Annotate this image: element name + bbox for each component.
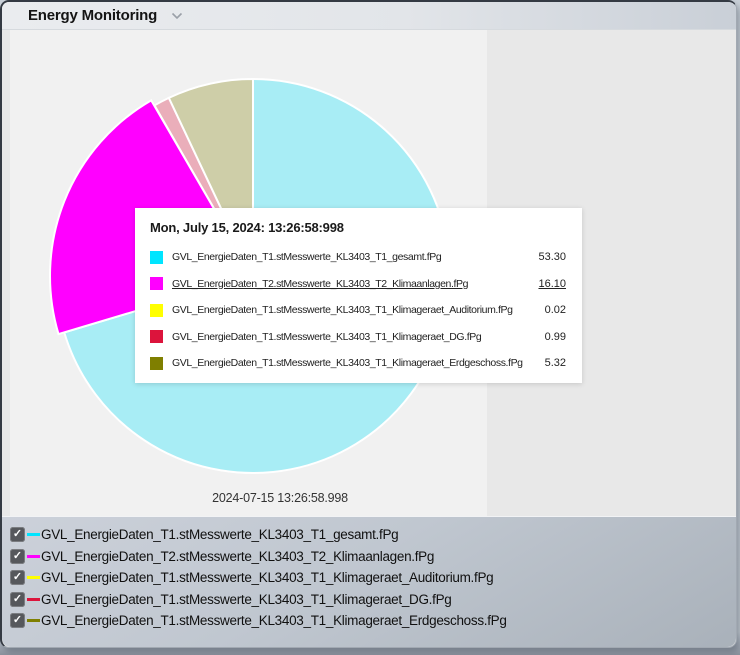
series-label: GVL_EnergieDaten_T2.stMesswerte_KL3403_T… [172, 277, 469, 290]
legend-checkbox[interactable]: ✓ [10, 570, 25, 586]
legend-item-label: GVL_EnergieDaten_T1.stMesswerte_KL3403_T… [41, 591, 452, 607]
legend-item[interactable]: ✓ GVL_EnergieDaten_T1.stMesswerte_KL3403_… [10, 589, 736, 611]
legend-checkbox[interactable]: ✓ [10, 548, 25, 564]
legend-color-dash [27, 576, 40, 580]
series-color-swatch [150, 303, 163, 317]
series-label: GVL_EnergieDaten_T1.stMesswerte_KL3403_T… [172, 330, 482, 343]
legend-item[interactable]: ✓ GVL_EnergieDaten_T1.stMesswerte_KL3403_… [10, 524, 736, 546]
panel-title: Energy Monitoring [28, 7, 158, 24]
series-color-swatch [150, 250, 163, 264]
series-value: 5.32 [544, 357, 566, 369]
legend-color-dash [27, 597, 40, 601]
legend-checkbox[interactable]: ✓ [10, 527, 25, 543]
tooltip-timestamp: Mon, July 15, 2024: 13:26:58:998 [150, 220, 344, 235]
series-label: GVL_EnergieDaten_T1.stMesswerte_KL3403_T… [172, 357, 523, 369]
tooltip-rows: GVL_EnergieDaten_T1.stMesswerte_KL3403_T… [150, 250, 566, 370]
legend-checkbox[interactable]: ✓ [10, 613, 25, 629]
tooltip-row: GVL_EnergieDaten_T1.stMesswerte_KL3403_T… [150, 303, 566, 317]
series-label: GVL_EnergieDaten_T1.stMesswerte_KL3403_T… [172, 304, 513, 316]
series-value: 53.30 [538, 251, 566, 263]
chevron-down-icon[interactable] [171, 12, 183, 20]
legend-item-label: GVL_EnergieDaten_T1.stMesswerte_KL3403_T… [41, 570, 494, 586]
series-color-swatch [150, 330, 163, 343]
legend-item-label: GVL_EnergieDaten_T1.stMesswerte_KL3403_T… [41, 613, 507, 629]
legend-item-label: GVL_EnergieDaten_T1.stMesswerte_KL3403_T… [41, 527, 399, 543]
legend-checkbox[interactable]: ✓ [10, 591, 25, 607]
panel-header: Energy Monitoring [2, 2, 736, 30]
series-value: 0.02 [544, 304, 566, 316]
legend-color-dash [27, 554, 40, 558]
tooltip-row: GVL_EnergieDaten_T1.stMesswerte_KL3403_T… [150, 250, 566, 264]
legend-color-dash [27, 533, 40, 537]
tooltip-row: GVL_EnergieDaten_T1.stMesswerte_KL3403_T… [150, 356, 566, 370]
tooltip-row: GVL_EnergieDaten_T2.stMesswerte_KL3403_T… [150, 277, 566, 291]
legend-color-dash [27, 619, 40, 623]
tooltip-row: GVL_EnergieDaten_T1.stMesswerte_KL3403_T… [150, 330, 566, 344]
series-value: 0.99 [544, 330, 566, 343]
x-axis-timestamp: 2024-07-15 13:26:58.998 [212, 491, 348, 505]
legend-item-label: GVL_EnergieDaten_T2.stMesswerte_KL3403_T… [41, 548, 435, 564]
tooltip: Mon, July 15, 2024: 13:26:58:998 GVL_Ene… [135, 208, 582, 383]
legend-item[interactable]: ✓ GVL_EnergieDaten_T2.stMesswerte_KL3403_… [10, 546, 736, 568]
series-color-swatch [150, 277, 163, 290]
legend: ✓ GVL_EnergieDaten_T1.stMesswerte_KL3403_… [2, 516, 736, 647]
series-value: 16.10 [538, 277, 566, 290]
chart-area: 2024-07-15 13:26:58.998 Mon, July 15, 20… [2, 30, 736, 516]
series-color-swatch [150, 356, 163, 370]
legend-item[interactable]: ✓ GVL_EnergieDaten_T1.stMesswerte_KL3403_… [10, 567, 736, 589]
series-label: GVL_EnergieDaten_T1.stMesswerte_KL3403_T… [172, 251, 442, 263]
legend-item[interactable]: ✓ GVL_EnergieDaten_T1.stMesswerte_KL3403_… [10, 610, 736, 632]
